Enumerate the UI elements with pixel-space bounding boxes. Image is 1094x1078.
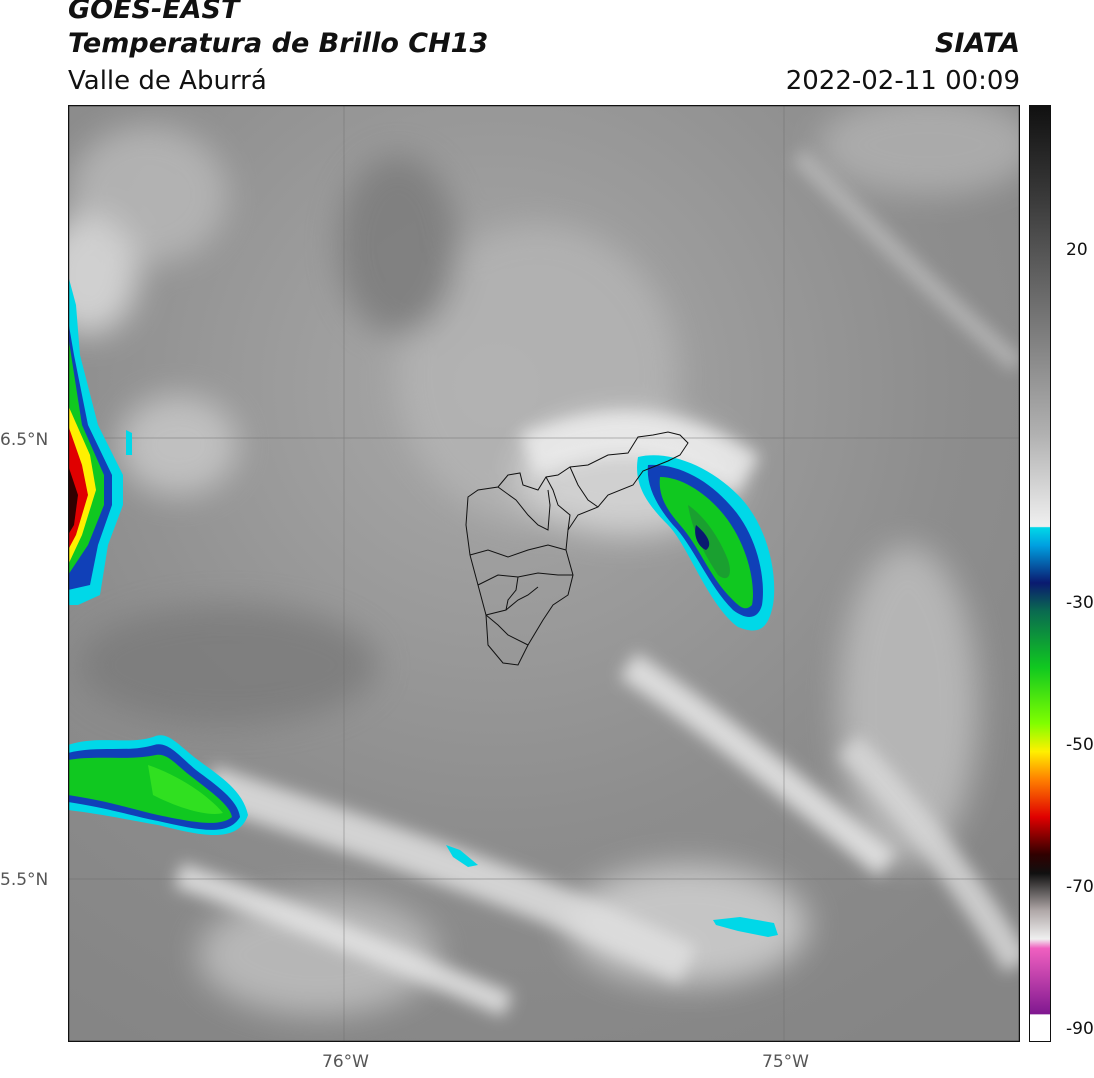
- cold-cloud-spots: [446, 845, 778, 937]
- lat-label-6-5: 6.5°N: [0, 430, 49, 450]
- product-title: Temperatura de Brillo CH13: [68, 28, 489, 59]
- agency-label: SIATA: [934, 28, 1020, 59]
- cold-cloud-west: [68, 275, 132, 605]
- map-frame: [68, 105, 1020, 1042]
- satellite-title: GOES-EAST: [68, 0, 240, 25]
- colorbar-tick-20: 20: [1066, 240, 1088, 260]
- satellite-map: [68, 105, 1020, 1042]
- datetime-label: 2022-02-11 00:09: [785, 66, 1020, 96]
- cloud-streaks: [174, 148, 1020, 1017]
- colorbar: [1029, 105, 1051, 1042]
- lat-label-5-5: 5.5°N: [0, 870, 49, 890]
- region-label: Valle de Aburrá: [68, 66, 267, 96]
- colorbar-tick-minus50: -50: [1066, 735, 1094, 755]
- municipal-boundaries: [465, 431, 689, 666]
- colorbar-tick-minus90: -90: [1066, 1019, 1094, 1039]
- cold-cloud-southwest: [68, 735, 248, 835]
- grid-lines: [68, 105, 1020, 1042]
- colorbar-tick-minus30: -30: [1066, 593, 1094, 613]
- colorbar-tick-minus70: -70: [1066, 877, 1094, 897]
- cold-cloud-east: [637, 455, 775, 631]
- lon-label-76: 76°W: [322, 1052, 369, 1072]
- lon-label-75: 75°W: [762, 1052, 809, 1072]
